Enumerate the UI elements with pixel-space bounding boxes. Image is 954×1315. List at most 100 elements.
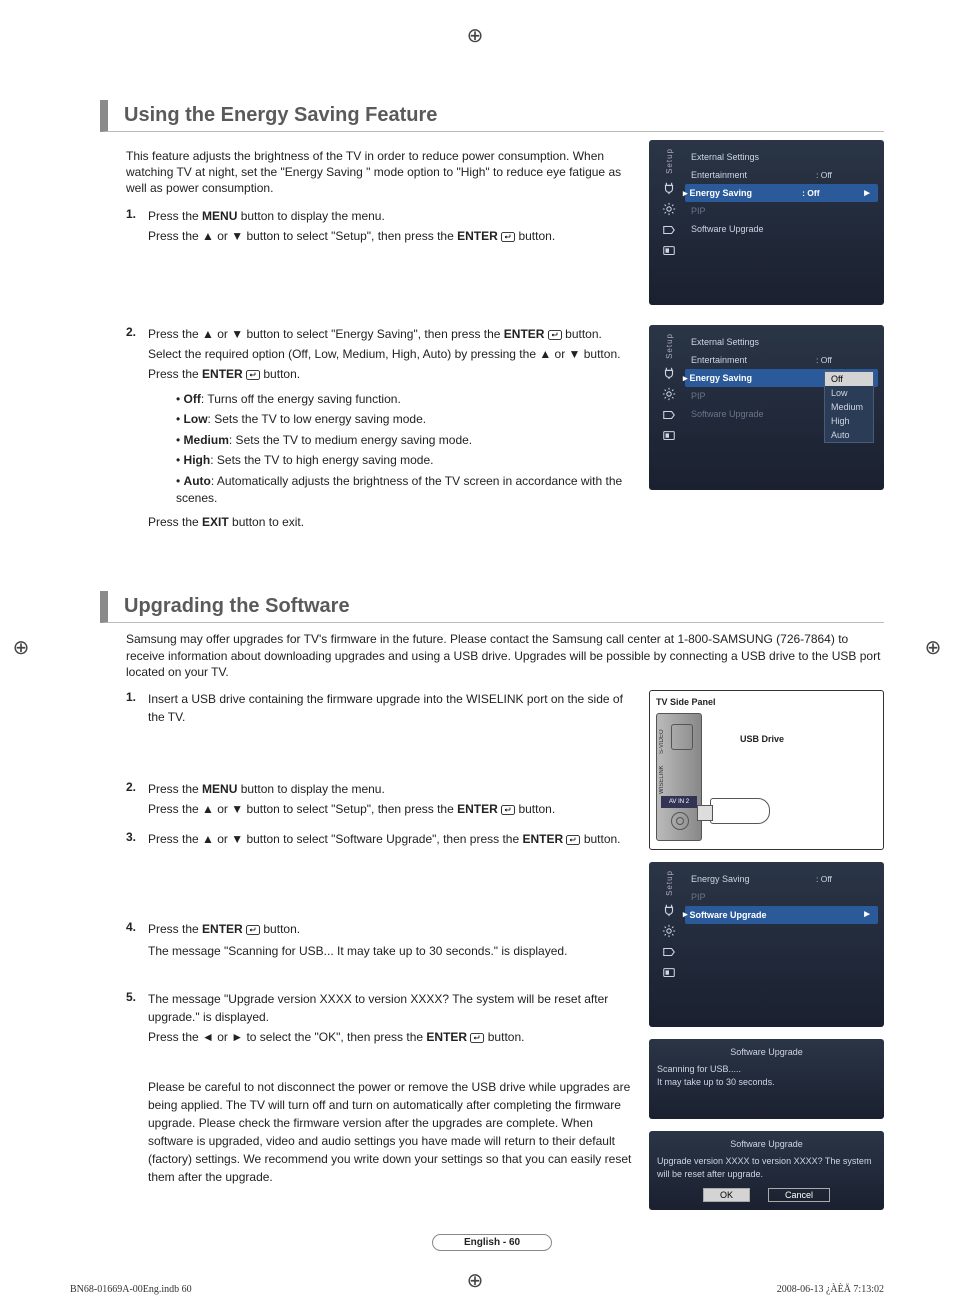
step-number: 1. — [126, 207, 148, 247]
section-title-energy: Using the Energy Saving Feature — [100, 100, 884, 132]
enter-button-label: ENTER — [457, 229, 498, 243]
row-arrow-icon: ▸ — [683, 909, 688, 920]
step-text: Press the — [148, 209, 202, 223]
bullet-item: Medium: Sets the TV to medium energy sav… — [176, 432, 637, 449]
dialog-title: Software Upgrade — [657, 1047, 876, 1057]
step-number: 2. — [126, 325, 148, 531]
step-text: button. — [580, 832, 620, 846]
step-1: 1. Insert a USB drive containing the fir… — [126, 690, 637, 762]
step-4: 4. Press the ENTER button. The message "… — [126, 920, 637, 980]
step-text: The message "Scanning for USB... It may … — [148, 942, 637, 960]
intro-text: This feature adjusts the brightness of t… — [126, 148, 637, 197]
dialog-confirm-upgrade: Software Upgrade Upgrade version XXXX to… — [649, 1131, 884, 1210]
input-icon — [661, 945, 677, 959]
step-text: Press the — [148, 922, 202, 936]
dropdown-option[interactable]: Low — [825, 386, 873, 400]
osd-row-value: : Off — [816, 355, 872, 365]
step-text: Press the ▲ or ▼ button to select "Energ… — [148, 327, 504, 341]
bullet-item: Low: Sets the TV to low energy saving mo… — [176, 411, 637, 428]
input-icon — [661, 223, 677, 237]
enter-button-label: ENTER — [522, 832, 563, 846]
bullet-desc: : Automatically adjusts the brightness o… — [176, 474, 622, 505]
step-5: 5. The message "Upgrade version XXXX to … — [126, 990, 637, 1048]
osd-row-label: PIP — [691, 892, 872, 902]
bullet-desc: : Sets the TV to low energy saving mode. — [208, 412, 427, 426]
row-arrow-icon: ▸ — [683, 188, 688, 199]
dropdown-option[interactable]: Auto — [825, 428, 873, 442]
ok-button[interactable]: OK — [703, 1188, 750, 1202]
osd-dropdown[interactable]: Off Low Medium High Auto — [824, 371, 874, 443]
enter-button-label: ENTER — [202, 367, 243, 381]
osd-row: Entertainment: Off — [685, 351, 878, 369]
enter-icon — [246, 367, 260, 385]
enter-button-label: ENTER — [202, 922, 243, 936]
osd-software-upgrade: Setup Energy Saving: Off PIP ▸Software U… — [649, 862, 884, 1027]
step-number: 4. — [126, 920, 148, 980]
dialog-scanning: Software Upgrade Scanning for USB..... I… — [649, 1039, 884, 1119]
step-text: button. — [260, 922, 300, 936]
dropdown-option[interactable]: Off — [825, 372, 873, 386]
osd-row-label: Entertainment — [691, 355, 816, 365]
bullet-term: Off — [184, 392, 201, 406]
osd-row: External Settings — [685, 148, 878, 166]
step-text: Insert a USB drive containing the firmwa… — [148, 690, 637, 762]
bullet-desc: : Sets the TV to high energy saving mode… — [210, 453, 433, 467]
section-title-upgrade: Upgrading the Software — [100, 591, 884, 623]
osd-row-value: : Off — [802, 188, 858, 198]
bullet-list: Off: Turns off the energy saving functio… — [176, 391, 637, 507]
bullet-term: Auto — [184, 474, 211, 488]
osd-row-selected[interactable]: ▸Energy Saving: Off► — [685, 184, 878, 202]
osd-row: Energy Saving: Off — [685, 870, 878, 888]
jack-icon — [671, 812, 689, 830]
application-icon — [661, 244, 677, 258]
step-1: 1. Press the MENU button to display the … — [126, 207, 637, 247]
osd-row: PIP — [685, 888, 878, 906]
warning-text: Please be careful to not disconnect the … — [148, 1078, 637, 1186]
page-number-badge: English - 60 — [432, 1234, 552, 1251]
bullet-desc: : Sets the TV to medium energy saving mo… — [229, 433, 472, 447]
menu-button-label: MENU — [202, 782, 237, 796]
osd-row-selected[interactable]: ▸Software Upgrade► — [685, 906, 878, 924]
dropdown-option[interactable]: Medium — [825, 400, 873, 414]
step-2: 2. Press the ▲ or ▼ button to select "En… — [126, 325, 637, 531]
warning-paragraph: Please be careful to not disconnect the … — [126, 1078, 637, 1186]
osd-row-label: External Settings — [691, 337, 872, 347]
bullet-term: Low — [184, 412, 208, 426]
step-2: 2. Press the MENU button to display the … — [126, 780, 637, 820]
cancel-button[interactable]: Cancel — [768, 1188, 830, 1202]
tv-side-panel-diagram: TV Side Panel S-VIDEO WISELINK AV IN 2 U… — [649, 690, 884, 850]
enter-icon — [501, 802, 515, 820]
step-3: 3. Press the ▲ or ▼ button to select "So… — [126, 830, 637, 910]
enter-icon — [246, 922, 260, 940]
bullet-item: High: Sets the TV to high energy saving … — [176, 452, 637, 469]
usb-drive-label: USB Drive — [740, 734, 784, 744]
bullet-term: High — [184, 453, 211, 467]
osd-row: External Settings — [685, 333, 878, 351]
print-footer-right: 2008-06-13 ¿ÀÈÄ 7:13:02 — [777, 1284, 884, 1295]
panel-title: TV Side Panel — [656, 697, 877, 707]
step-text: button. — [515, 802, 555, 816]
application-icon — [661, 429, 677, 443]
chevron-right-icon: ► — [862, 188, 872, 199]
usb-port-icon — [671, 724, 693, 750]
osd-row-label: Software Upgrade — [690, 910, 859, 920]
osd-row-value: : Off — [816, 170, 872, 180]
dropdown-option[interactable]: High — [825, 414, 873, 428]
enter-icon — [566, 832, 580, 850]
osd-sidebar-label: Setup — [665, 870, 674, 896]
application-icon — [661, 966, 677, 980]
chevron-right-icon: ► — [862, 909, 872, 920]
port-label: WISELINK — [659, 760, 665, 794]
osd-row-label: External Settings — [691, 152, 816, 162]
osd-row-value: : Off — [816, 874, 872, 884]
enter-icon — [548, 327, 562, 345]
bullet-term: Medium — [184, 433, 229, 447]
step-text: button to exit. — [229, 515, 304, 529]
enter-button-label: ENTER — [504, 327, 545, 341]
bullet-item: Auto: Automatically adjusts the brightne… — [176, 473, 637, 508]
menu-button-label: MENU — [202, 209, 237, 223]
step-text: Press the ◄ or ► to select the "OK", the… — [148, 1030, 426, 1044]
osd-sidebar-label: Setup — [665, 148, 674, 174]
bullet-desc: : Turns off the energy saving function. — [201, 392, 401, 406]
print-footer: BN68-01669A-00Eng.indb 60 2008-06-13 ¿ÀÈ… — [70, 1284, 884, 1295]
